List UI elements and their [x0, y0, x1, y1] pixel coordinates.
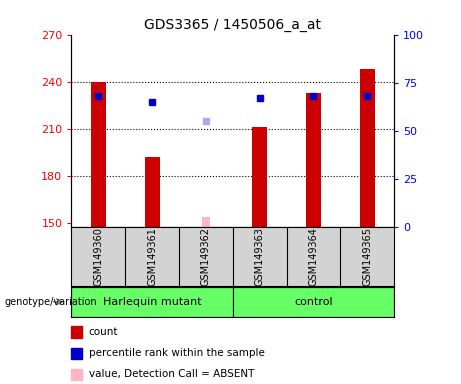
Bar [145, 157, 160, 227]
Bar [252, 127, 267, 227]
Text: percentile rank within the sample: percentile rank within the sample [89, 348, 265, 358]
Text: Harlequin mutant: Harlequin mutant [103, 297, 201, 307]
Text: GSM149365: GSM149365 [362, 227, 372, 286]
Text: control: control [294, 297, 333, 307]
Bar [233, 287, 394, 317]
Text: GSM149364: GSM149364 [308, 227, 319, 286]
Bar [71, 369, 82, 380]
Text: genotype/variation: genotype/variation [5, 297, 97, 307]
Text: count: count [89, 327, 118, 337]
Bar [71, 326, 82, 338]
Bar [360, 69, 375, 227]
Text: GSM149363: GSM149363 [254, 227, 265, 286]
Title: GDS3365 / 1450506_a_at: GDS3365 / 1450506_a_at [144, 18, 321, 32]
Bar [71, 287, 233, 317]
Bar [306, 93, 321, 227]
Text: GSM149362: GSM149362 [201, 227, 211, 286]
Text: GSM149361: GSM149361 [147, 227, 157, 286]
Bar [91, 82, 106, 227]
Text: value, Detection Call = ABSENT: value, Detection Call = ABSENT [89, 369, 254, 379]
Bar [202, 217, 210, 227]
Text: GSM149360: GSM149360 [93, 227, 103, 286]
Bar [71, 348, 82, 359]
